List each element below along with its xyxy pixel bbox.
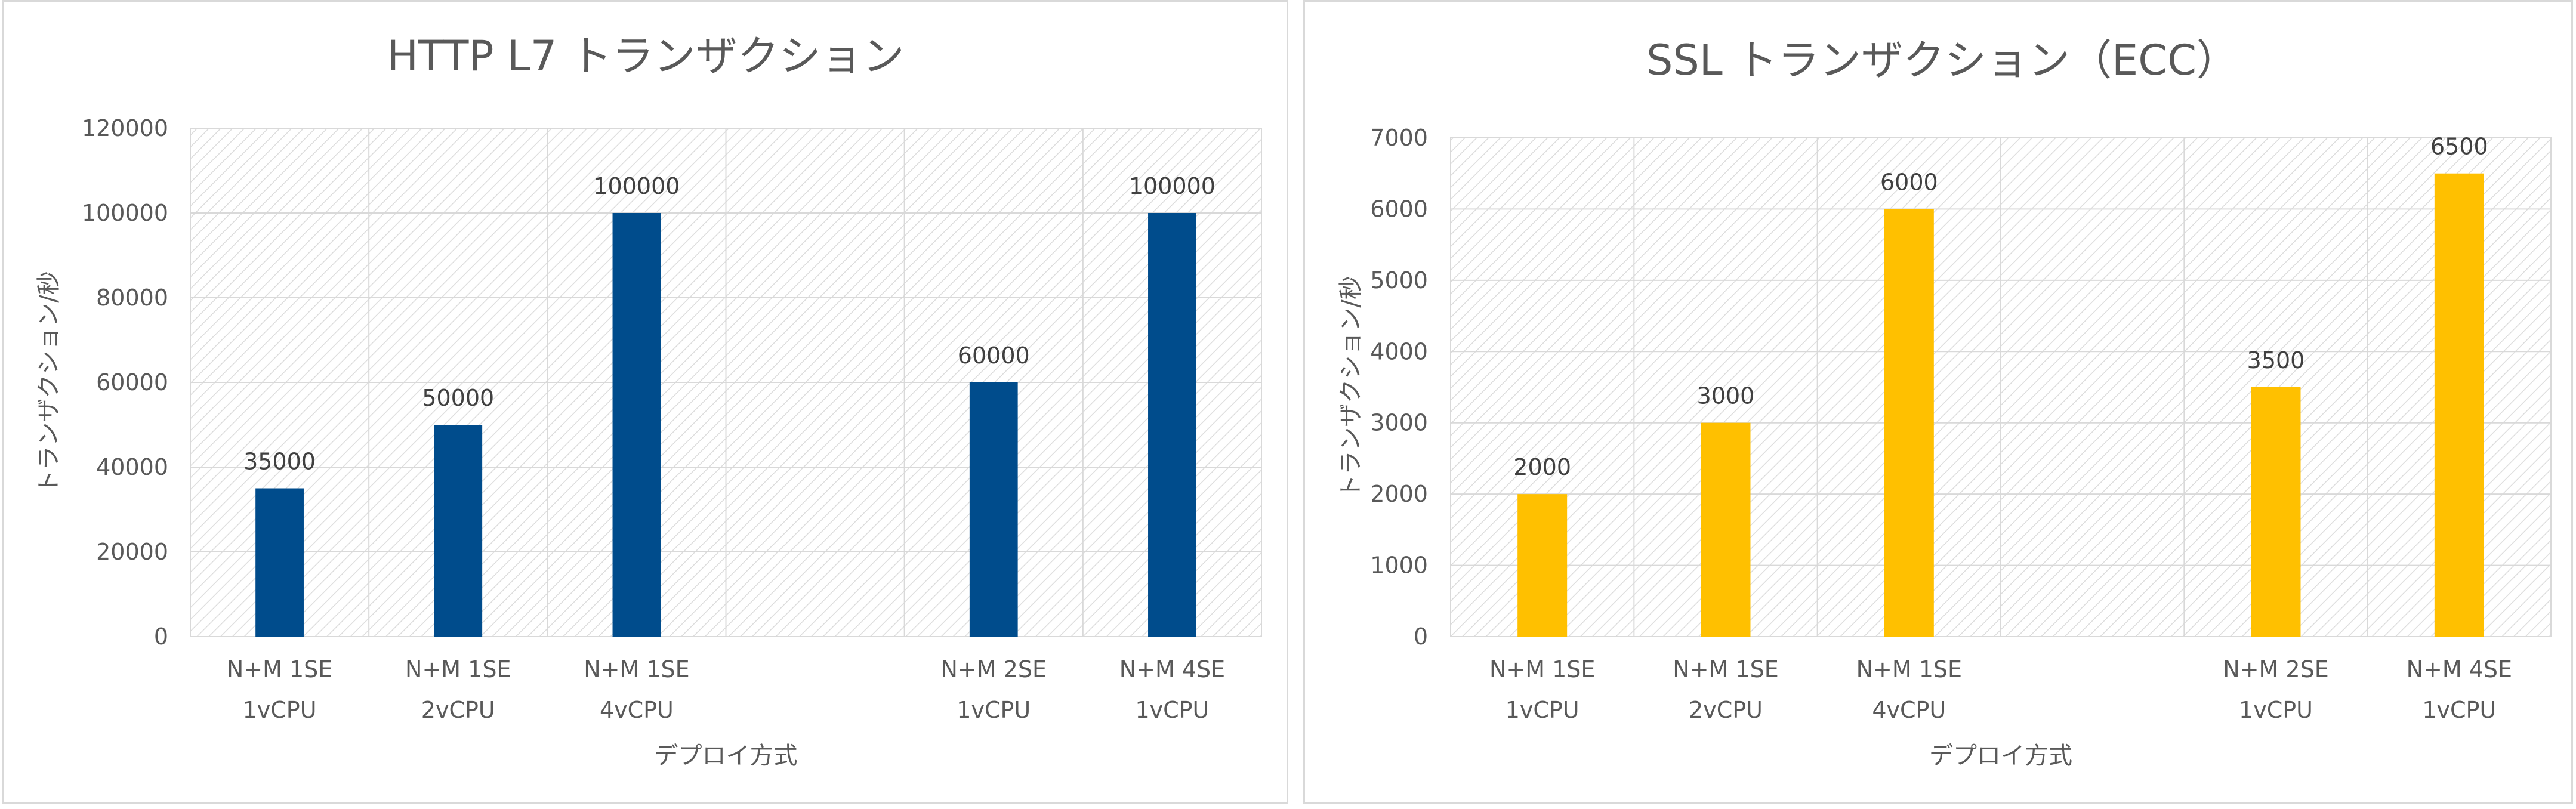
x-tick-label: 4vCPU bbox=[1872, 697, 1946, 723]
bar bbox=[1148, 213, 1196, 637]
y-tick-label: 5000 bbox=[1370, 267, 1428, 294]
data-label: 6500 bbox=[2430, 134, 2488, 160]
x-tick-label: 1vCPU bbox=[1506, 697, 1579, 723]
x-tick-label: N+M 1SE bbox=[405, 656, 511, 683]
bar bbox=[1884, 209, 1934, 637]
data-label: 35000 bbox=[243, 449, 316, 475]
x-tick-label: 1vCPU bbox=[243, 697, 317, 723]
x-tick-label: N+M 1SE bbox=[227, 656, 332, 683]
y-tick-label: 3000 bbox=[1370, 410, 1428, 436]
bar bbox=[2251, 387, 2301, 637]
bar bbox=[255, 488, 304, 637]
data-label: 3500 bbox=[2247, 347, 2305, 373]
y-tick-label: 120000 bbox=[82, 115, 168, 141]
data-label: 100000 bbox=[1129, 173, 1215, 199]
x-tick-label: 1vCPU bbox=[2422, 697, 2496, 723]
x-tick-label: N+M 1SE bbox=[584, 656, 689, 683]
y-tick-label: 80000 bbox=[96, 285, 168, 311]
data-label: 50000 bbox=[422, 385, 494, 411]
x-tick-label: 2vCPU bbox=[421, 697, 495, 723]
bar bbox=[1517, 494, 1568, 637]
chart-title: SSL トランザクション（ECC） bbox=[1646, 36, 2238, 85]
x-tick-label: 1vCPU bbox=[2239, 697, 2313, 723]
x-tick-label: N+M 4SE bbox=[2407, 656, 2512, 683]
x-tick-label: N+M 2SE bbox=[2223, 656, 2328, 683]
x-tick-label: 2vCPU bbox=[1689, 697, 1763, 723]
y-tick-label: 6000 bbox=[1370, 196, 1428, 222]
y-axis-title: トランザクション/秒 bbox=[35, 271, 63, 493]
x-axis-title: デプロイ方式 bbox=[655, 742, 798, 770]
x-tick-label: N+M 2SE bbox=[941, 656, 1047, 683]
y-tick-label: 0 bbox=[154, 623, 168, 650]
y-tick-label: 2000 bbox=[1370, 481, 1428, 507]
bar bbox=[434, 425, 483, 637]
chart-http-l7: HTTP L7 トランザクション 0 20000 40000 60000 80000 100… bbox=[35, 32, 1262, 770]
data-label: 60000 bbox=[958, 342, 1030, 369]
x-tick-label: N+M 4SE bbox=[1119, 656, 1225, 683]
y-tick-label: 100000 bbox=[82, 200, 168, 226]
data-label: 100000 bbox=[593, 173, 680, 199]
y-tick-label: 40000 bbox=[96, 454, 168, 480]
chart-ssl-ecc: SSL トランザクション（ECC） 0 1000 2000 3000 4000 5000 60… bbox=[1337, 36, 2552, 770]
x-tick-label: N+M 1SE bbox=[1856, 656, 1962, 683]
x-tick-label: 1vCPU bbox=[1135, 697, 1209, 723]
bar bbox=[1701, 422, 1751, 637]
y-tick-label: 1000 bbox=[1370, 552, 1428, 579]
y-tick-label: 0 bbox=[1414, 623, 1428, 650]
x-tick-label: N+M 1SE bbox=[1673, 656, 1778, 683]
bar bbox=[612, 213, 661, 637]
x-tick-label: 4vCPU bbox=[600, 697, 674, 723]
bar bbox=[2434, 173, 2484, 637]
x-axis-title: デプロイ方式 bbox=[1929, 742, 2072, 770]
y-tick-label: 4000 bbox=[1370, 338, 1428, 365]
x-tick-label: 1vCPU bbox=[957, 697, 1031, 723]
x-tick-label: N+M 1SE bbox=[1489, 656, 1595, 683]
y-axis-title: トランザクション/秒 bbox=[1337, 276, 1365, 498]
data-label: 2000 bbox=[1513, 454, 1571, 480]
chart-panel-http-l7: HTTP L7 トランザクション 0 20000 40000 60000 80000 100… bbox=[2, 0, 1288, 804]
y-tick-label: 60000 bbox=[96, 369, 168, 396]
y-tick-label: 7000 bbox=[1370, 125, 1428, 151]
data-label: 6000 bbox=[1880, 169, 1938, 195]
chart-title: HTTP L7 トランザクション bbox=[387, 32, 904, 81]
y-tick-label: 20000 bbox=[96, 539, 168, 565]
bar bbox=[969, 382, 1018, 637]
data-label: 3000 bbox=[1697, 383, 1755, 409]
chart-panel-ssl-ecc: SSL トランザクション（ECC） 0 1000 2000 3000 4000 5000 60… bbox=[1303, 0, 2573, 804]
